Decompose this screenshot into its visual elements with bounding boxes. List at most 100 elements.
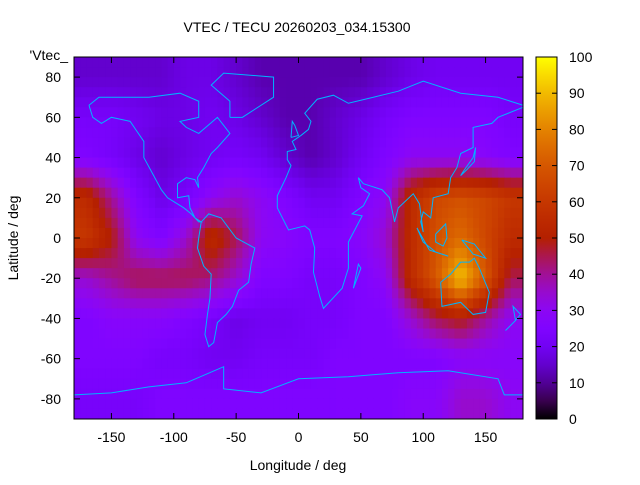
heatmap-cell xyxy=(323,278,331,289)
heatmap-cell xyxy=(155,207,162,219)
colorbar-tick-label: 50 xyxy=(569,230,585,246)
heatmap-cell xyxy=(504,207,512,219)
heatmap-cell xyxy=(317,197,324,209)
heatmap-cell xyxy=(105,127,112,138)
heatmap-cell xyxy=(448,87,455,98)
heatmap-cell xyxy=(485,127,493,138)
heatmap-cell xyxy=(416,137,424,148)
heatmap-cell xyxy=(136,117,144,128)
heatmap-cell xyxy=(404,298,412,309)
heatmap-cell xyxy=(198,77,206,88)
heatmap-cell xyxy=(292,338,299,350)
heatmap-cell xyxy=(217,248,225,259)
heatmap-cell xyxy=(410,348,418,360)
heatmap-cell xyxy=(448,398,455,410)
heatmap-cell xyxy=(385,137,393,148)
heatmap-cell xyxy=(329,348,337,360)
heatmap-cell xyxy=(148,288,156,299)
heatmap-cell xyxy=(223,227,231,239)
heatmap-cell xyxy=(410,227,418,239)
heatmap-cell xyxy=(136,408,144,420)
heatmap-cell xyxy=(342,217,349,229)
heatmap-cell xyxy=(416,167,424,179)
heatmap-cell xyxy=(392,147,399,159)
heatmap-cell xyxy=(423,238,430,249)
heatmap-cell xyxy=(423,97,430,108)
heatmap-cell xyxy=(229,408,237,420)
heatmap-cell xyxy=(136,298,144,309)
heatmap-cell xyxy=(248,67,256,78)
heatmap-cell xyxy=(136,157,144,169)
heatmap-cell xyxy=(236,278,243,289)
heatmap-cell xyxy=(304,77,312,88)
heatmap-cell xyxy=(236,348,243,360)
heatmap-cell xyxy=(167,408,175,420)
heatmap-cell xyxy=(155,308,162,319)
heatmap-cell xyxy=(335,157,343,169)
heatmap-cell xyxy=(379,227,387,239)
heatmap-cell xyxy=(454,177,462,189)
heatmap-cell xyxy=(335,177,343,189)
heatmap-cell xyxy=(298,167,306,179)
heatmap-cell xyxy=(423,187,430,199)
heatmap-cell xyxy=(173,97,181,108)
heatmap-cell xyxy=(348,238,356,249)
heatmap-cell xyxy=(317,67,324,78)
heatmap-cell xyxy=(286,87,293,98)
heatmap-cell xyxy=(105,177,112,189)
heatmap-cell xyxy=(74,338,81,350)
heatmap-cell xyxy=(367,408,374,420)
heatmap-cell xyxy=(192,107,200,118)
heatmap-cell xyxy=(298,127,306,138)
heatmap-cell xyxy=(498,398,505,410)
heatmap-cell xyxy=(485,238,493,249)
heatmap-cell xyxy=(473,358,480,370)
heatmap-cell xyxy=(454,227,462,239)
heatmap-cell xyxy=(304,127,312,138)
heatmap-cell xyxy=(180,227,187,239)
heatmap-cell xyxy=(198,388,206,400)
heatmap-cell xyxy=(360,167,368,179)
heatmap-cell xyxy=(261,67,268,78)
heatmap-cell xyxy=(310,398,318,410)
heatmap-cell xyxy=(161,258,169,269)
heatmap-cell xyxy=(342,268,349,279)
heatmap-cell xyxy=(267,398,275,410)
heatmap-cell xyxy=(86,217,94,229)
heatmap-cell xyxy=(180,167,187,179)
heatmap-cell xyxy=(80,258,87,269)
heatmap-cell xyxy=(491,217,499,229)
heatmap-cell xyxy=(498,197,505,209)
heatmap-cell xyxy=(342,67,349,78)
heatmap-cell xyxy=(398,187,406,199)
heatmap-cell xyxy=(279,157,287,169)
heatmap-cell xyxy=(510,268,518,279)
heatmap-cell xyxy=(479,127,487,138)
heatmap-cell xyxy=(498,177,505,189)
heatmap-cell xyxy=(180,398,187,410)
heatmap-cell xyxy=(516,288,524,299)
heatmap-cell xyxy=(454,338,462,350)
heatmap-cell xyxy=(273,137,281,148)
heatmap-cell xyxy=(279,67,287,78)
heatmap-cell xyxy=(310,378,318,390)
heatmap-cell xyxy=(360,97,368,108)
heatmap-cell xyxy=(173,248,181,259)
coastline xyxy=(73,365,523,396)
heatmap-cell xyxy=(148,358,156,370)
heatmap-cell xyxy=(323,388,331,400)
heatmap-cell xyxy=(80,197,87,209)
heatmap-cell xyxy=(416,278,424,289)
heatmap-cell xyxy=(485,197,493,209)
heatmap-cell xyxy=(117,197,125,209)
heatmap-cell xyxy=(98,157,106,169)
heatmap-cell xyxy=(279,328,287,340)
heatmap-cell xyxy=(86,358,94,370)
heatmap-cell xyxy=(186,348,193,360)
heatmap-cell xyxy=(323,127,331,138)
heatmap-cell xyxy=(510,87,518,98)
heatmap-cell xyxy=(142,408,150,420)
heatmap-cell xyxy=(392,298,399,309)
heatmap-cell xyxy=(248,137,256,148)
heatmap-cell xyxy=(466,328,474,340)
